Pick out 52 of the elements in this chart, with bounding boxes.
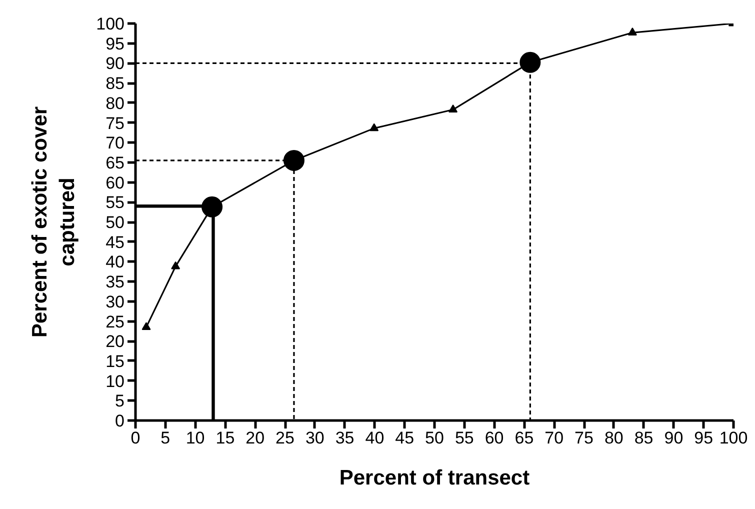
point: [520, 52, 541, 73]
x-tick-label: 100: [719, 428, 748, 448]
y-tick-label: 5: [115, 392, 125, 411]
y-tick-label: 60: [106, 173, 125, 192]
y-tick-label: 50: [106, 213, 125, 232]
x-tick-label: 80: [604, 428, 624, 448]
y-tick-label: 35: [106, 272, 125, 292]
y-tick-label: 25: [106, 312, 125, 332]
y-tick-label: 55: [106, 193, 125, 212]
point: [202, 196, 223, 218]
y-tick-label: 0: [115, 412, 125, 430]
y-tick-label: 30: [106, 292, 125, 312]
x-tick-label: 70: [544, 428, 564, 448]
y-tick-label: 80: [106, 94, 125, 113]
x-axis-title: Percent of transect: [339, 466, 530, 490]
y-tick-label: 20: [106, 332, 125, 352]
x-tick-label: 40: [365, 428, 384, 448]
x-tick-label: 65: [514, 428, 534, 448]
x-tick-label: 50: [425, 428, 444, 448]
y-tick-label: 95: [106, 34, 125, 54]
y-tick-label: 15: [106, 352, 125, 371]
y-tick-label: 10: [106, 372, 125, 391]
y-tick-label: 40: [106, 252, 125, 272]
point: [448, 104, 458, 112]
y-axis-title: Percent of exotic cover captured: [28, 106, 80, 338]
x-tick-label: 45: [395, 428, 414, 448]
point: [628, 28, 637, 36]
y-tick-label: 65: [106, 153, 125, 172]
x-tick-label: 30: [305, 428, 324, 448]
x-tick-label: 75: [574, 428, 594, 448]
y-tick-label: 100: [96, 14, 125, 34]
x-tick-label: 10: [186, 428, 205, 448]
x-tick-label: 55: [454, 428, 474, 448]
x-tick-label: 60: [484, 428, 504, 448]
x-tick-label: 25: [276, 428, 294, 448]
x-tick-label: 35: [335, 428, 354, 448]
y-tick-label: 45: [106, 232, 125, 252]
x-tick-label: 0: [130, 428, 140, 448]
x-tick-label: 90: [664, 428, 684, 448]
x-tick-label: 95: [694, 428, 714, 448]
x-tick-label: 85: [634, 428, 654, 448]
y-tick-label: 75: [106, 114, 125, 133]
y-tick-label: 90: [106, 54, 125, 74]
x-tick-label: 15: [216, 428, 235, 448]
y-tick-label: 85: [106, 74, 125, 94]
y-tick-label: 70: [106, 134, 125, 153]
point: [283, 150, 304, 171]
point: [142, 322, 151, 330]
point: [370, 123, 379, 132]
x-tick-label: 20: [246, 428, 265, 448]
x-tick-label: 5: [160, 428, 170, 448]
point: [171, 261, 180, 270]
